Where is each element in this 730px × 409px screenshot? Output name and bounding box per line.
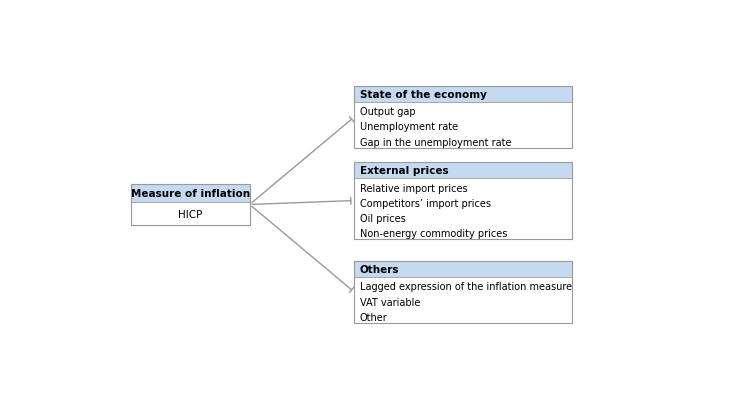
- FancyBboxPatch shape: [354, 162, 572, 179]
- Text: Output gap: Output gap: [360, 107, 415, 117]
- Text: Non-energy commodity prices: Non-energy commodity prices: [360, 229, 507, 238]
- FancyBboxPatch shape: [131, 184, 250, 203]
- Text: State of the economy: State of the economy: [360, 90, 487, 100]
- Text: VAT variable: VAT variable: [360, 297, 420, 307]
- Text: Other: Other: [360, 312, 388, 322]
- Text: Unemployment rate: Unemployment rate: [360, 122, 458, 132]
- Text: HICP: HICP: [178, 209, 202, 219]
- Text: Gap in the unemployment rate: Gap in the unemployment rate: [360, 137, 512, 147]
- FancyBboxPatch shape: [354, 179, 572, 240]
- FancyBboxPatch shape: [354, 278, 572, 323]
- FancyBboxPatch shape: [131, 203, 250, 225]
- Text: Oil prices: Oil prices: [360, 213, 406, 223]
- Text: Lagged expression of the inflation measure: Lagged expression of the inflation measu…: [360, 282, 572, 292]
- Text: Measure of inflation: Measure of inflation: [131, 189, 250, 199]
- FancyBboxPatch shape: [354, 262, 572, 278]
- FancyBboxPatch shape: [354, 103, 572, 148]
- Text: Relative import prices: Relative import prices: [360, 183, 468, 193]
- Text: External prices: External prices: [360, 166, 449, 176]
- Text: Others: Others: [360, 265, 399, 274]
- FancyBboxPatch shape: [354, 87, 572, 103]
- Text: Competitors’ import prices: Competitors’ import prices: [360, 198, 491, 208]
